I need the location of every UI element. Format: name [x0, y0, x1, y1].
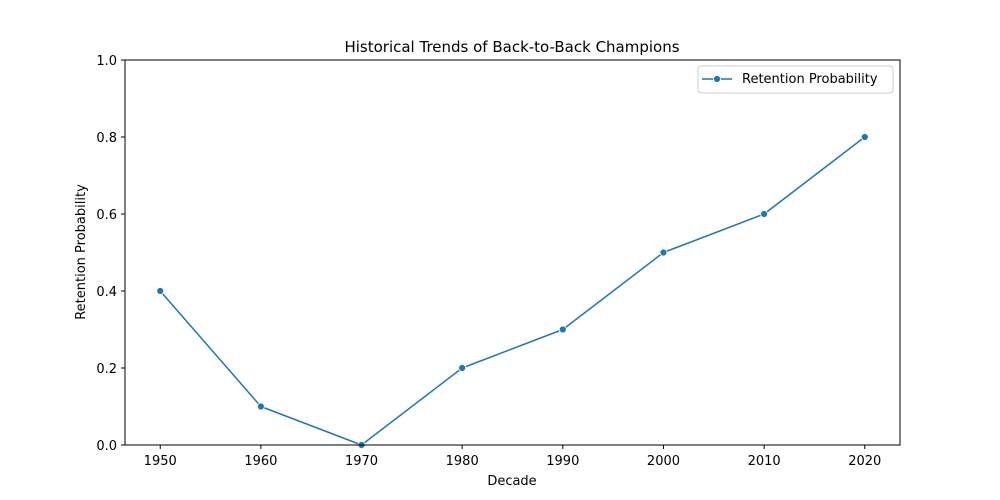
data-point: [458, 364, 467, 372]
x-tick-label: 1970: [345, 454, 378, 469]
y-tick-label: 0.6: [96, 208, 117, 223]
legend: Retention Probability: [697, 65, 894, 94]
y-tick-label: 1.0: [96, 54, 117, 69]
x-tick-label: 2000: [647, 454, 680, 469]
x-axis-title: Decade: [487, 474, 536, 489]
x-tick-label: 2010: [748, 454, 781, 469]
legend-marker-swatch: [713, 75, 721, 83]
x-tick-label: 2020: [848, 454, 881, 469]
y-axis-title: Retention Probability: [74, 184, 89, 320]
y-tick-label: 0.2: [96, 362, 117, 377]
legend-label: Retention Probability: [742, 72, 878, 87]
y-axis-ticks: 0.0 0.2 0.4 0.6 0.8 1.0: [96, 54, 125, 454]
x-tick-label: 1980: [446, 454, 479, 469]
y-tick-label: 0.4: [96, 285, 117, 300]
x-tick-label: 1990: [546, 454, 579, 469]
chart-title: Historical Trends of Back-to-Back Champi…: [344, 38, 679, 56]
series-layer: [156, 133, 869, 449]
data-point: [156, 287, 165, 295]
x-tick-label: 1960: [244, 454, 277, 469]
legend-box: [697, 65, 894, 94]
data-point: [659, 248, 668, 257]
y-tick-label: 0.0: [96, 439, 117, 454]
data-point: [760, 210, 769, 218]
data-point: [558, 325, 567, 334]
plot-area-frame: [124, 59, 901, 446]
data-point: [860, 133, 869, 141]
data-point: [256, 402, 265, 411]
y-tick-label: 0.8: [96, 131, 117, 146]
x-axis-ticks: 1950 1960 1970 1980 1990 2000 2010 2020: [144, 445, 881, 469]
series-line: [159, 136, 866, 446]
x-tick-label: 1950: [144, 454, 177, 469]
